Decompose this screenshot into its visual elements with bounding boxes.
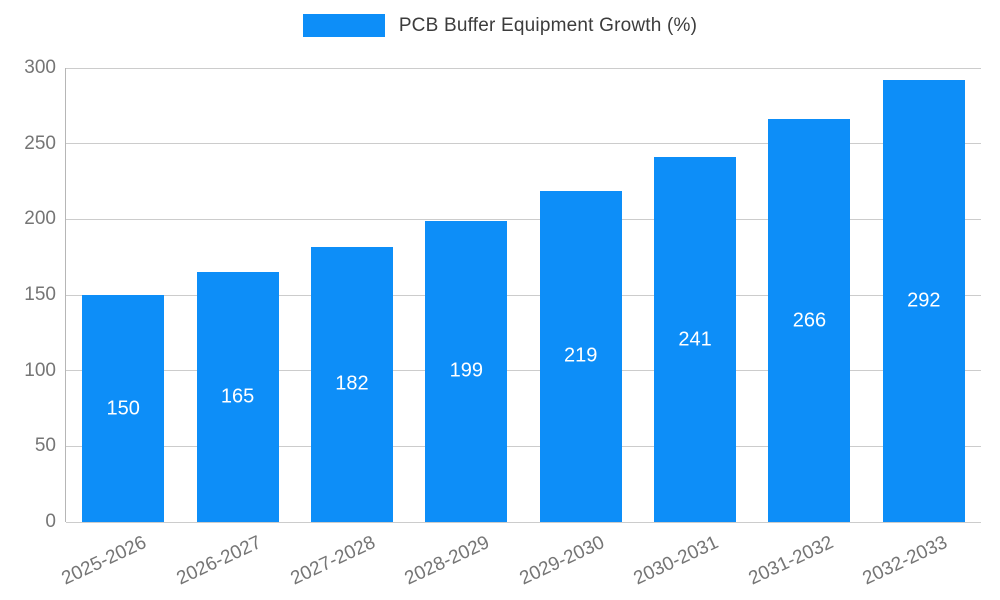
x-tick-label: 2027-2028 [287,532,379,590]
bar-value-label: 165 [220,385,255,408]
bar-value-label: 182 [335,372,369,395]
gridline-300 [66,67,981,69]
y-tick-label: 250 [24,132,56,154]
y-tick-label: 50 [34,435,56,457]
bar-2026-2027: 165 [196,272,279,522]
plot-area: 0 50 100 150 200 250 300 150 2025-2026 165 2026-20… [24,57,981,589]
bar-value-label: 219 [564,344,598,367]
gridline-0 [66,521,981,523]
x-tick-label: 2032-2033 [859,532,951,590]
gridline-50 [66,445,981,447]
x-tick-label: 2026-2027 [173,532,265,590]
bar-value-label: 199 [449,359,483,382]
chart-legend: PCB Buffer Equipment Growth (%) [0,14,1000,37]
bar-value-label: 292 [907,289,941,312]
x-tick-label: 2029-2030 [516,532,608,590]
x-tick-label: 2030-2031 [630,532,722,590]
bar-value-label: 150 [106,397,140,419]
bar-2030-2031: 241 [654,157,737,522]
bar-2031-2032: 266 [768,119,851,522]
gridline-150 [66,294,981,296]
bar-2025-2026: 150 [82,295,165,522]
y-tick-label: 200 [24,208,56,230]
bar-2032-2033: 292 [882,80,965,522]
bar-2027-2028: 182 [310,246,393,522]
y-tick-label: 0 [45,511,56,532]
x-tick-label: 2025-2026 [58,532,151,590]
gridline-200 [66,218,981,220]
legend-swatch [302,14,385,37]
bar-value-label: 266 [792,309,827,332]
bar-2029-2030: 219 [539,190,622,522]
legend-label: PCB Buffer Equipment Growth (%) [398,14,698,36]
y-tick-label: 100 [24,359,56,381]
gridline-250 [66,143,981,145]
gridline-100 [66,370,981,372]
bar-value-label: 241 [678,328,712,351]
bar-2028-2029: 199 [425,220,508,522]
x-tick-label: 2031-2032 [745,532,837,590]
x-tick-label: 2028-2029 [401,532,494,590]
y-tick-label: 150 [24,284,56,305]
y-tick-label: 300 [24,57,56,78]
